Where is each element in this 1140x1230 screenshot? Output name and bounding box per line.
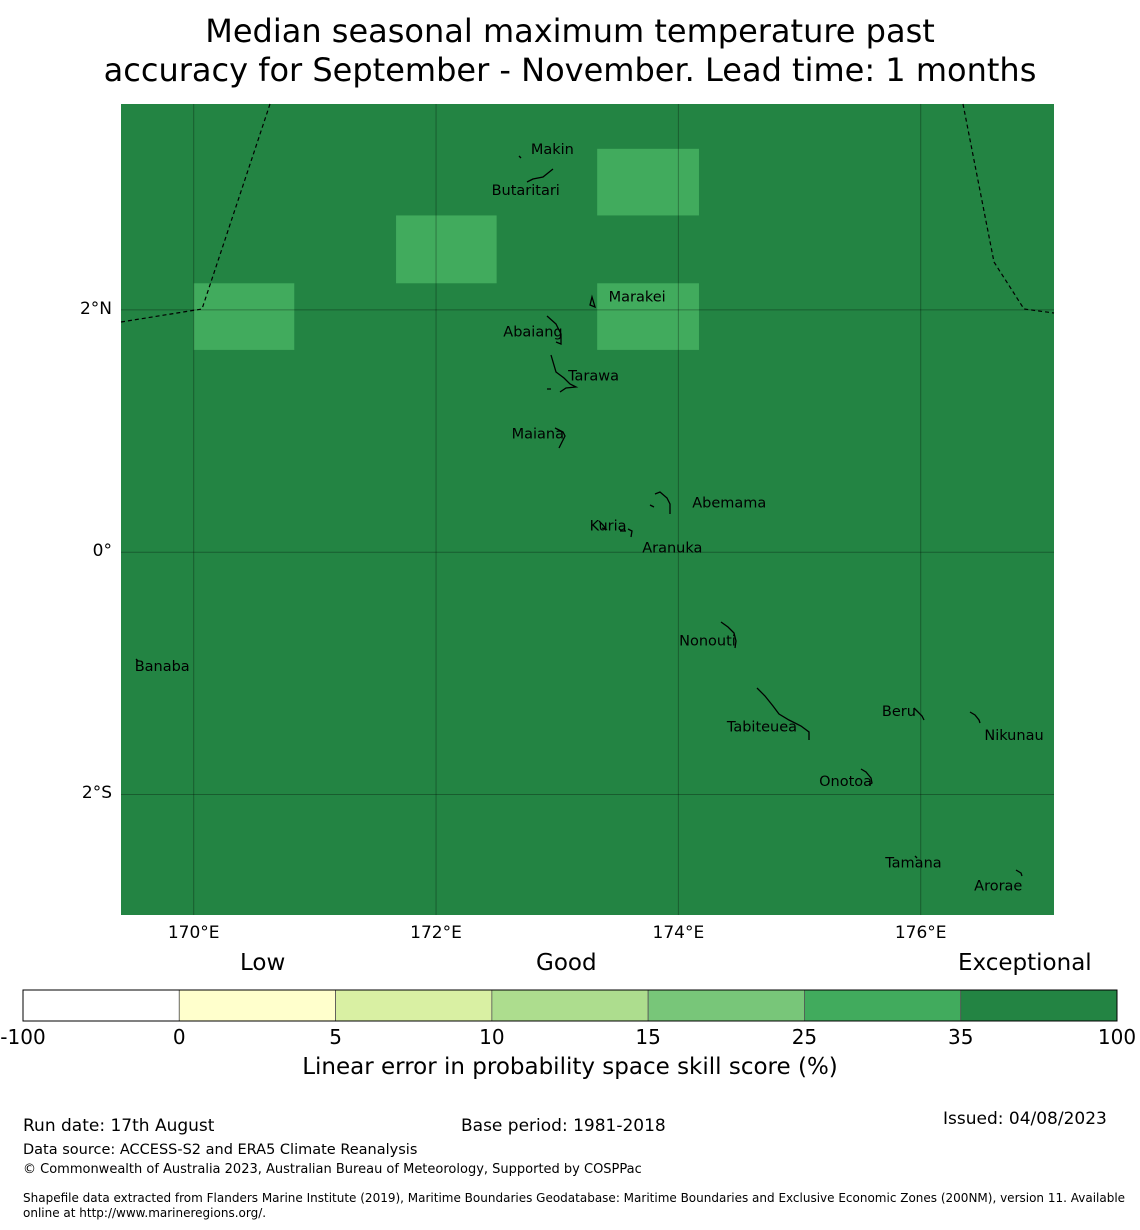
gridline-layer: [121, 104, 1054, 915]
island-label-onotoa: Onotoa: [819, 774, 872, 790]
eez-boundary-west: [120, 103, 271, 323]
island-outline-butaritari: [526, 168, 554, 183]
lon-label-170-e: 170°E: [167, 923, 220, 943]
colorbar-tick-3: 5: [329, 1025, 342, 1049]
colorbar-tick-6: 25: [791, 1025, 818, 1049]
skill-cell-2: [396, 215, 497, 284]
island-label-nonouti: Nonouti: [679, 634, 736, 650]
copyright-notice: © Commonwealth of Australia 2023, Austra…: [23, 1162, 642, 1177]
island-label-abaiang: Abaiang: [503, 325, 562, 341]
island-outline-beru: [913, 707, 925, 721]
colorbar-bin-6: [804, 989, 962, 1022]
colorbar: [22, 989, 1118, 1022]
island-outline-tamana: [914, 855, 918, 859]
run-date: Run date: 17th August: [23, 1116, 215, 1136]
island-label-maiana: Maiana: [512, 426, 564, 442]
lat-label-2-n: 2°N: [79, 298, 112, 319]
island-outline-makin: [518, 155, 522, 159]
lat-label-0: 0°: [92, 541, 112, 562]
island-outline-nikunau: [969, 711, 981, 724]
island-outline-tarawa: [547, 354, 579, 393]
skill-cell-layer: [193, 148, 699, 350]
colorbar-label: Linear error in probability space skill …: [302, 1054, 838, 1080]
lat-label-2-s: 2°S: [81, 783, 112, 804]
colorbar-tick-8: 100: [1097, 1025, 1137, 1049]
island-label-beru: Beru: [882, 704, 916, 720]
shapefile-credit-line-1: Shapefile data extracted from Flanders M…: [23, 1191, 1126, 1205]
category-label-good: Good: [536, 950, 597, 976]
island-label-aranuka: Aranuka: [642, 540, 702, 556]
colorbar-bin-2: [178, 989, 336, 1022]
colorbar-bin-3: [335, 989, 493, 1022]
colorbar-bin-7: [960, 989, 1118, 1022]
colorbar-bin-1: [22, 989, 180, 1022]
skill-cell-1: [193, 283, 295, 350]
island-label-tamana: Tamana: [884, 855, 941, 871]
island-outline-onotoa: [860, 768, 873, 786]
island-label-butaritari: Butaritari: [492, 183, 560, 199]
lon-label-174-e: 174°E: [652, 923, 705, 943]
colorbar-tick-4: 10: [479, 1025, 505, 1049]
island-outline-aranuka: [620, 528, 633, 538]
colorbar-bin-4: [491, 989, 649, 1022]
island-outline-abaiang: [546, 315, 562, 345]
colorbar-tick-2: 0: [172, 1025, 186, 1049]
colorbar-tick-7: 35: [947, 1025, 974, 1049]
island-label-banaba: Banaba: [135, 659, 190, 675]
map-title-line-1: Median seasonal maximum temperature past: [205, 12, 935, 50]
colorbar-bin-5: [647, 989, 805, 1022]
island-label-abemama: Abemama: [692, 496, 766, 512]
island-outline-nonouti: [720, 621, 737, 649]
island-label-marakei: Marakei: [609, 290, 666, 306]
map-panel: [121, 104, 1054, 915]
island-outline-marakei: [589, 294, 597, 309]
island-label-arorae: Arorae: [974, 878, 1022, 894]
island-outline-maiana: [554, 427, 566, 449]
island-label-kuria: Kuria: [590, 519, 627, 535]
island-outline-kuria: [598, 520, 608, 531]
map-title: Median seasonal maximum temperature past…: [0, 12, 1140, 90]
island-label-layer: Makin Butaritari Marakei Abaiang Tarawa Maian…: [135, 142, 1044, 895]
eez-boundary-layer: [120, 103, 1055, 323]
island-outline-abemama: [649, 491, 671, 514]
skill-cell-4: [597, 283, 699, 350]
shapefile-credit-line-2: online at http://www.marineregions.org/.: [23, 1206, 267, 1220]
island-outline-tabiteuea: [756, 687, 810, 740]
colorbar-tick-5: 15: [635, 1025, 661, 1049]
base-period: Base period: 1981-2018: [461, 1116, 666, 1136]
island-outline-banaba: [135, 658, 139, 662]
category-label-low: Low: [240, 950, 286, 976]
issued-date: Issued: 04/08/2023: [943, 1109, 1107, 1129]
eez-boundary-east: [962, 103, 1055, 314]
map-title-line-2: accuracy for September - November. Lead …: [103, 51, 1037, 89]
colorbar-tick-1: -100: [0, 1025, 46, 1049]
data-source: Data source: ACCESS-S2 and ERA5 Climate …: [23, 1142, 418, 1158]
island-outline-arorae: [1015, 869, 1023, 877]
lon-label-176-e: 176°E: [894, 923, 947, 943]
island-label-nikunau: Nikunau: [984, 728, 1043, 744]
category-label-exceptional: Exceptional: [958, 950, 1092, 976]
island-outline-layer: [135, 155, 1023, 877]
island-label-makin: Makin: [531, 142, 574, 158]
island-label-tarawa: Tarawa: [567, 368, 619, 384]
lon-label-172-e: 172°E: [410, 923, 462, 943]
island-label-tabiteuea: Tabiteuea: [726, 720, 797, 736]
skill-cell-3: [597, 148, 699, 216]
colorbar-frame: [22, 989, 1118, 1022]
